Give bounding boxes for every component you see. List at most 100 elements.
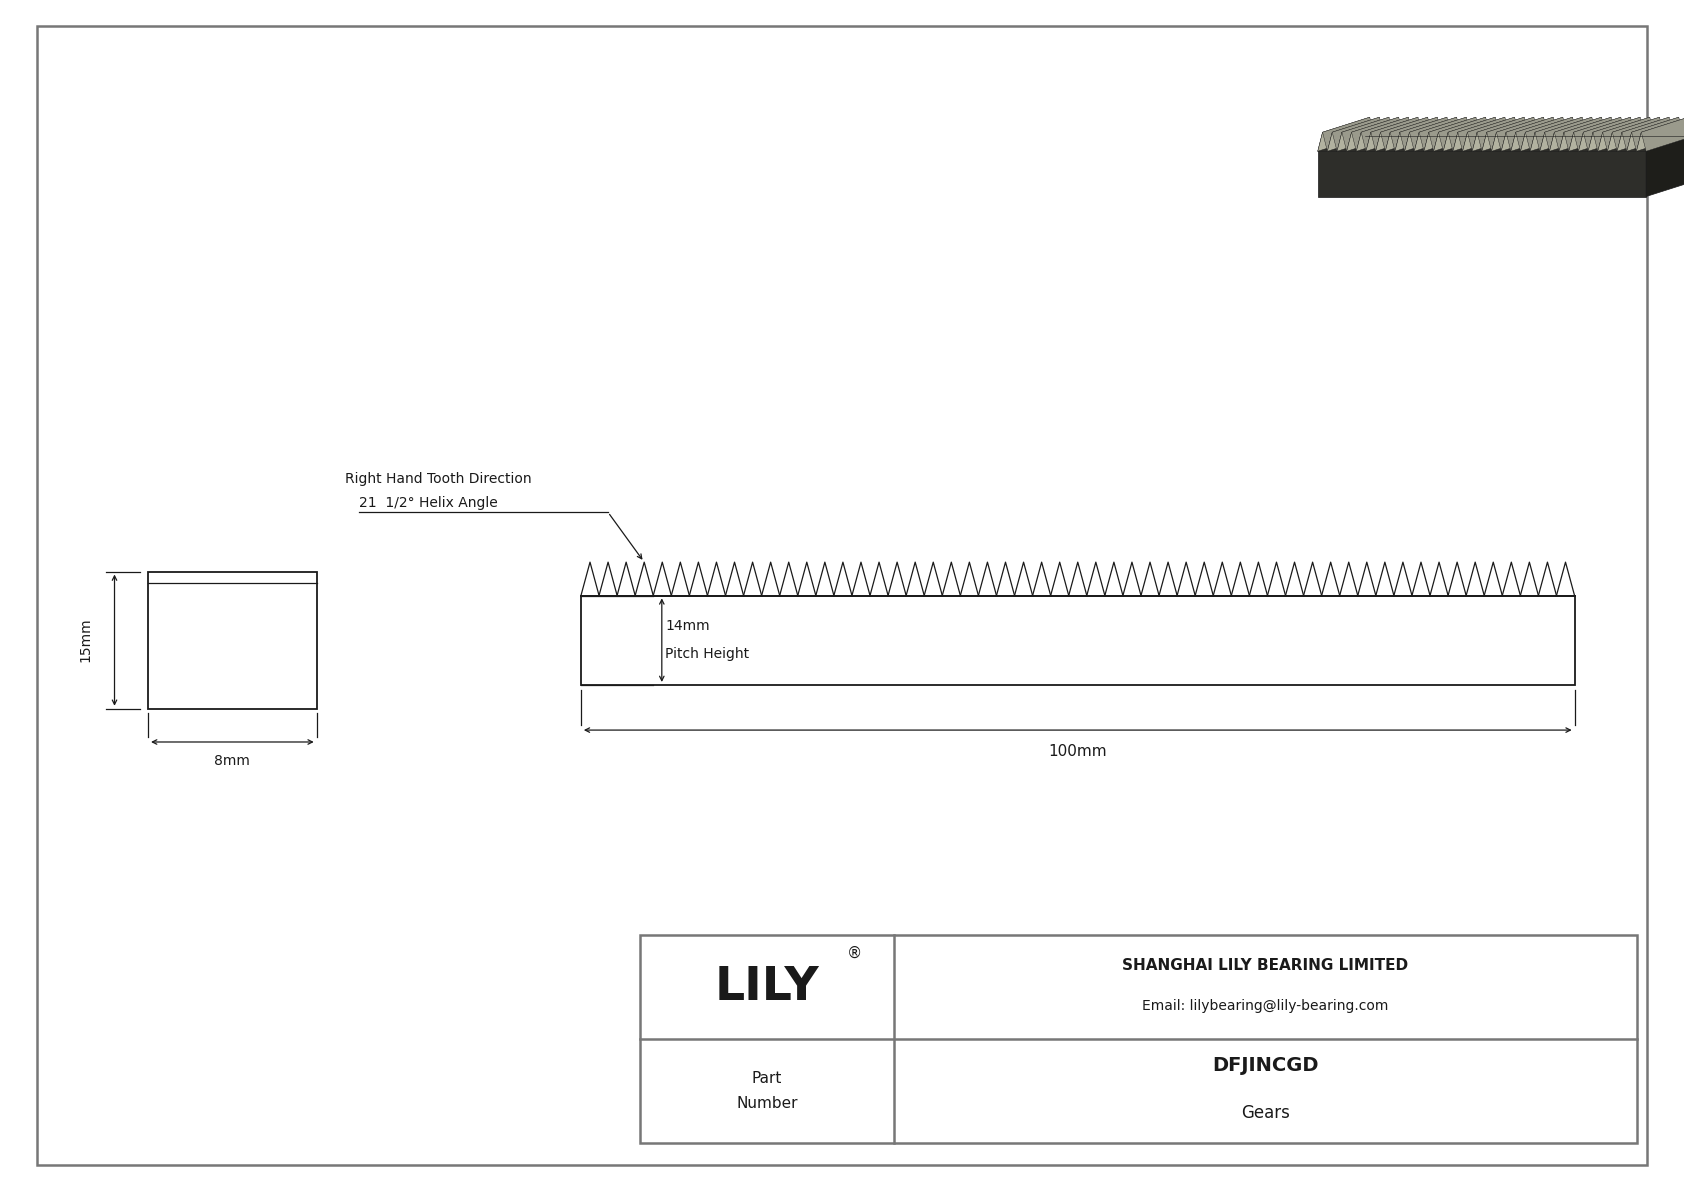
Polygon shape (1521, 117, 1573, 151)
Polygon shape (1415, 132, 1425, 151)
Polygon shape (1505, 117, 1558, 151)
Polygon shape (1544, 117, 1596, 151)
Polygon shape (1500, 132, 1511, 151)
Polygon shape (1573, 117, 1625, 151)
Polygon shape (1521, 132, 1531, 151)
Text: LILY: LILY (714, 965, 820, 1010)
Polygon shape (1516, 117, 1568, 151)
Polygon shape (1472, 117, 1524, 151)
Bar (640, 935, 1637, 1143)
Polygon shape (1632, 117, 1684, 151)
Polygon shape (1526, 117, 1578, 151)
Text: 100mm: 100mm (1049, 744, 1106, 759)
Polygon shape (1637, 117, 1684, 151)
Polygon shape (1425, 132, 1433, 151)
Polygon shape (1539, 132, 1549, 151)
Polygon shape (1627, 117, 1679, 151)
Text: Gears: Gears (1241, 1104, 1290, 1122)
Polygon shape (1319, 151, 1647, 197)
Polygon shape (1598, 132, 1608, 151)
Text: ®: ® (847, 946, 862, 961)
Polygon shape (1458, 117, 1511, 151)
Polygon shape (1371, 117, 1423, 151)
Polygon shape (1420, 117, 1472, 151)
Polygon shape (1492, 132, 1500, 151)
Polygon shape (1531, 117, 1583, 151)
Polygon shape (1428, 117, 1480, 151)
Polygon shape (1438, 117, 1490, 151)
Text: Email: lilybearing@lily-bearing.com: Email: lilybearing@lily-bearing.com (1142, 999, 1389, 1014)
Polygon shape (1410, 117, 1462, 151)
Polygon shape (1394, 132, 1404, 151)
Polygon shape (1399, 117, 1452, 151)
Polygon shape (1425, 117, 1475, 151)
Text: DFJINCGD: DFJINCGD (1212, 1055, 1319, 1074)
Polygon shape (1404, 132, 1415, 151)
Text: Right Hand Tooth Direction: Right Hand Tooth Direction (345, 472, 532, 486)
Polygon shape (1588, 132, 1598, 151)
Polygon shape (1433, 132, 1443, 151)
Text: 8mm: 8mm (214, 754, 251, 768)
Polygon shape (1332, 117, 1384, 151)
Polygon shape (1453, 117, 1505, 151)
Polygon shape (1500, 117, 1553, 151)
Polygon shape (1386, 117, 1438, 151)
Polygon shape (1319, 117, 1369, 151)
Polygon shape (1482, 132, 1492, 151)
Text: SHANGHAI LILY BEARING LIMITED: SHANGHAI LILY BEARING LIMITED (1123, 958, 1408, 973)
Polygon shape (1404, 117, 1457, 151)
Polygon shape (1356, 117, 1408, 151)
Polygon shape (1578, 132, 1588, 151)
Polygon shape (1347, 132, 1356, 151)
Polygon shape (1386, 132, 1394, 151)
Polygon shape (1376, 132, 1386, 151)
Polygon shape (1415, 117, 1467, 151)
Polygon shape (1492, 117, 1544, 151)
Polygon shape (1612, 117, 1664, 151)
Polygon shape (1443, 117, 1495, 151)
Polygon shape (1559, 132, 1569, 151)
Polygon shape (1549, 117, 1601, 151)
Polygon shape (1531, 132, 1539, 151)
Polygon shape (1327, 117, 1379, 151)
Polygon shape (1391, 117, 1442, 151)
Polygon shape (1463, 117, 1514, 151)
Polygon shape (1593, 117, 1645, 151)
Text: 14mm: 14mm (665, 619, 709, 632)
Polygon shape (1598, 117, 1650, 151)
Text: Part
Number: Part Number (736, 1072, 798, 1111)
Polygon shape (1569, 117, 1620, 151)
Polygon shape (1352, 117, 1403, 151)
Bar (148, 572, 317, 709)
Polygon shape (1322, 117, 1374, 151)
Bar (581, 596, 1575, 685)
Polygon shape (1361, 117, 1413, 151)
Polygon shape (1337, 132, 1347, 151)
Polygon shape (1637, 132, 1647, 151)
Polygon shape (1453, 132, 1463, 151)
Polygon shape (1539, 117, 1591, 151)
Polygon shape (1564, 117, 1617, 151)
Polygon shape (1583, 117, 1635, 151)
Polygon shape (1603, 117, 1655, 151)
Polygon shape (1511, 132, 1521, 151)
Polygon shape (1477, 117, 1529, 151)
Polygon shape (1381, 117, 1433, 151)
Polygon shape (1627, 132, 1637, 151)
Polygon shape (1327, 132, 1337, 151)
Polygon shape (1554, 117, 1607, 151)
Polygon shape (1549, 132, 1559, 151)
Polygon shape (1472, 132, 1482, 151)
Polygon shape (1497, 117, 1548, 151)
Polygon shape (1366, 132, 1376, 151)
Polygon shape (1608, 117, 1659, 151)
Polygon shape (1622, 117, 1674, 151)
Polygon shape (1433, 117, 1485, 151)
Text: 15mm: 15mm (79, 618, 93, 662)
Polygon shape (1366, 117, 1418, 151)
Polygon shape (1487, 117, 1539, 151)
Polygon shape (1347, 117, 1399, 151)
Polygon shape (1617, 132, 1627, 151)
Polygon shape (1463, 132, 1472, 151)
Polygon shape (1617, 117, 1669, 151)
